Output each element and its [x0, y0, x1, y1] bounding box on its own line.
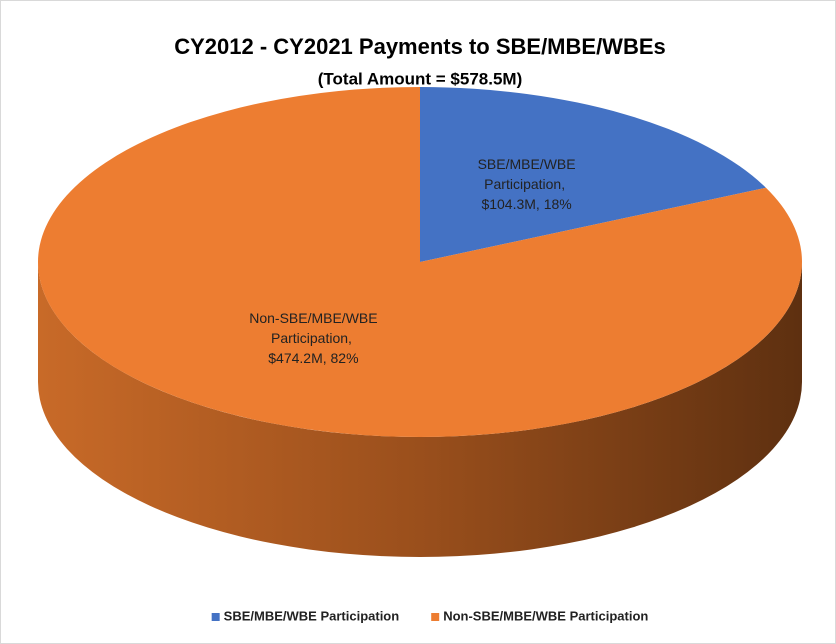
- legend-swatch: [431, 613, 440, 621]
- label-value: $104.3M: [481, 196, 535, 212]
- pie-side: [38, 262, 802, 557]
- label-separator: ,: [561, 176, 569, 192]
- chart-subtitle: (Total Amount = $578.5M): [318, 69, 523, 88]
- label-category-cont: Participation: [271, 329, 348, 345]
- pie-slice: [420, 87, 766, 262]
- label-percent: 82%: [331, 349, 359, 365]
- label-value: $474.2M: [268, 349, 322, 365]
- label-separator: ,: [348, 329, 356, 345]
- legend: SBE/MBE/WBE Participation Non-SBE/MBE/WBE…: [211, 608, 648, 623]
- legend-label: Non-SBE/MBE/WBE Participation: [443, 608, 648, 623]
- label-category-cont: Participation: [484, 176, 561, 192]
- data-label: SBE/MBE/WBE Participation, $104.3M, 18%: [478, 156, 576, 212]
- label-separator: ,: [536, 196, 544, 212]
- pie-slice: [38, 87, 803, 438]
- label-percent: 18%: [544, 196, 572, 212]
- legend-swatch: [211, 613, 220, 621]
- data-label: Non-SBE/MBE/WBE Participation, $474.2M, 8…: [249, 309, 377, 365]
- label-category: SBE/MBE/WBE: [478, 156, 576, 172]
- label-category: Non-SBE/MBE/WBE: [249, 309, 377, 325]
- legend-label: SBE/MBE/WBE Participation: [224, 608, 400, 623]
- label-separator: ,: [323, 349, 331, 365]
- chart-title: CY2012 - CY2021 Payments to SBE/MBE/WBEs: [174, 34, 666, 59]
